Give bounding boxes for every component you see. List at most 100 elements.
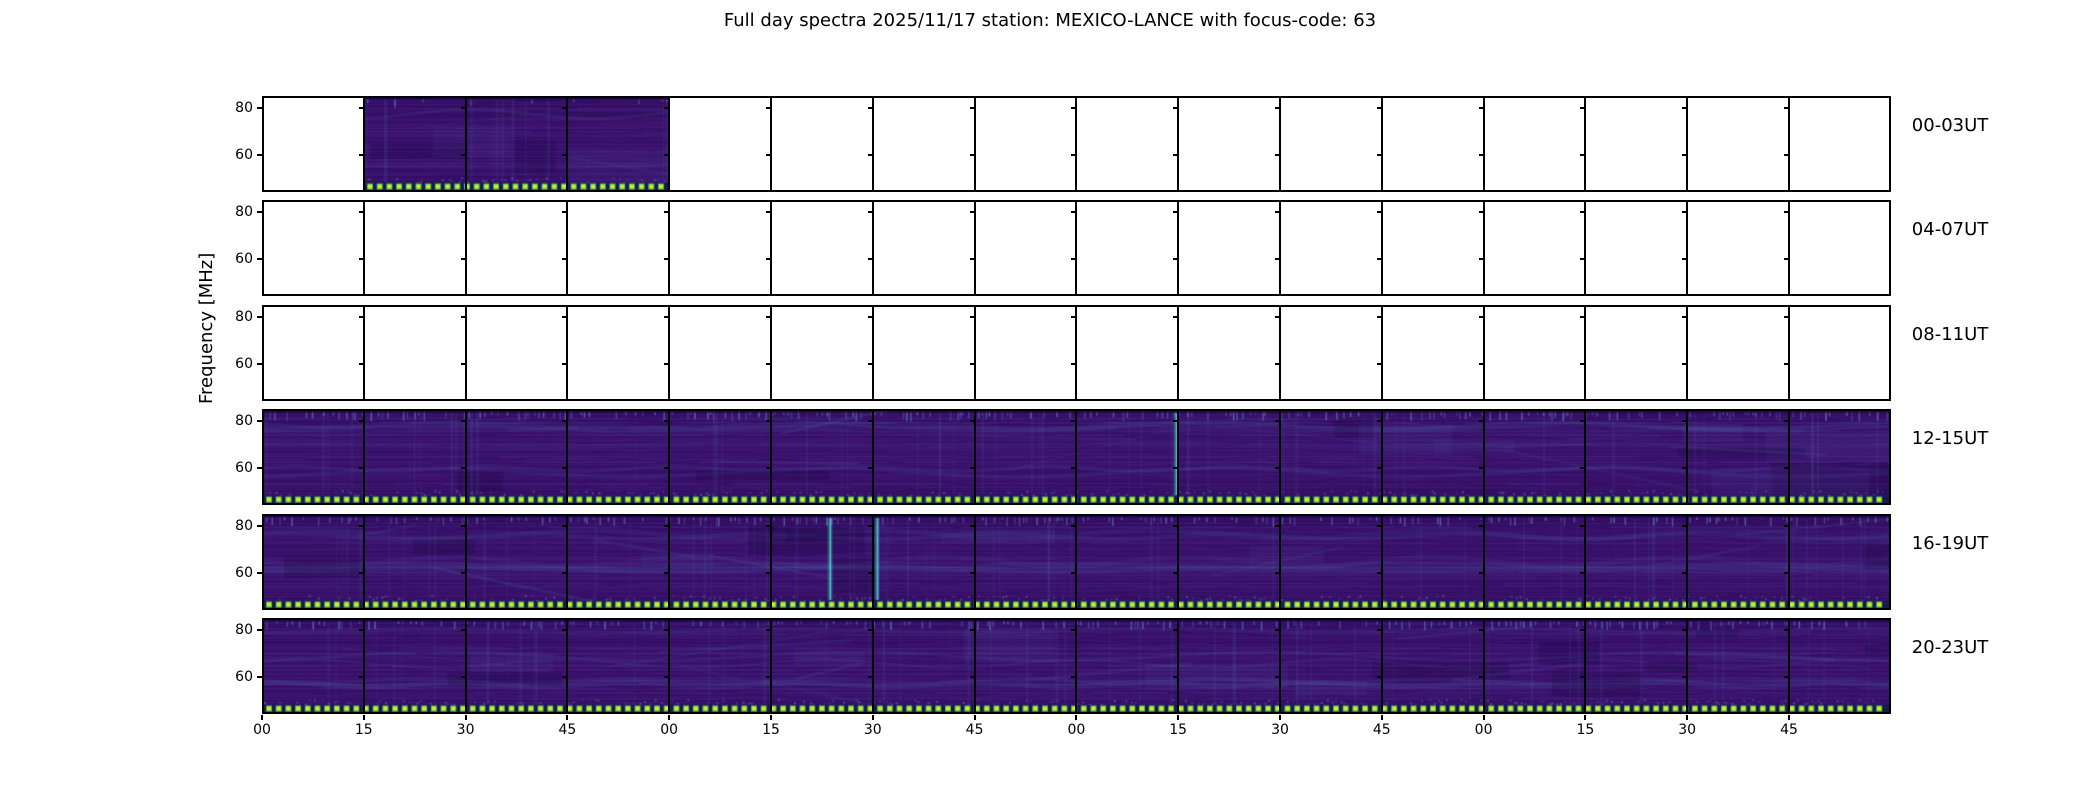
x-tick xyxy=(1584,715,1587,720)
y-tick xyxy=(358,107,364,109)
x-tick xyxy=(1380,715,1383,720)
y-tick xyxy=(664,676,670,678)
x-tick-label: 15 xyxy=(762,722,780,738)
y-tick xyxy=(1784,676,1789,678)
y-tick xyxy=(1478,211,1484,214)
row-label: 16-19UT xyxy=(1911,532,1989,554)
column-divider xyxy=(1788,410,1790,505)
y-tick xyxy=(1071,154,1077,156)
y-tick xyxy=(1580,258,1586,261)
y-tick xyxy=(1173,258,1179,261)
column-divider xyxy=(1788,201,1790,296)
column-divider xyxy=(1075,97,1078,191)
x-tick-inner xyxy=(871,411,874,420)
x-tick-inner xyxy=(973,515,976,524)
y-tick-label: 60 xyxy=(235,669,253,685)
y-tick xyxy=(766,315,771,318)
x-tick xyxy=(464,715,467,720)
y-tick xyxy=(1784,524,1789,527)
x-tick-inner xyxy=(1482,98,1485,106)
y-tick xyxy=(358,676,364,678)
y-tick xyxy=(257,524,262,527)
row-label: 08-11UT xyxy=(1911,323,1989,345)
y-tick xyxy=(766,467,771,470)
y-tick-label: 80 xyxy=(235,308,253,325)
y-tick xyxy=(1478,315,1484,318)
row-label: 00-03UT xyxy=(1911,115,1989,136)
column-divider xyxy=(566,201,569,296)
x-tick-inner xyxy=(1279,411,1281,420)
x-tick-inner xyxy=(973,202,976,211)
x-tick-label: 30 xyxy=(1678,722,1697,738)
y-tick xyxy=(1071,629,1077,631)
y-tick xyxy=(969,211,975,214)
y-tick xyxy=(867,629,873,631)
y-tick xyxy=(562,629,568,631)
y-tick-label: 80 xyxy=(235,622,253,638)
x-tick-inner xyxy=(973,98,976,106)
y-tick xyxy=(1580,362,1586,365)
x-tick-inner xyxy=(1177,411,1180,420)
y-tick xyxy=(1275,467,1280,470)
y-tick xyxy=(562,315,568,318)
column-divider xyxy=(1482,201,1485,296)
y-tick xyxy=(358,524,364,527)
column-divider xyxy=(770,619,772,713)
x-tick xyxy=(770,715,772,720)
column-divider xyxy=(1380,97,1383,191)
x-tick-inner xyxy=(464,620,467,628)
x-tick-label: 15 xyxy=(1576,722,1595,738)
y-tick xyxy=(1376,107,1382,109)
y-tick xyxy=(664,258,670,261)
column-divider xyxy=(362,305,365,400)
y-tick-label: 80 xyxy=(235,517,253,534)
y-tick xyxy=(1376,676,1382,678)
y-tick xyxy=(1071,362,1077,365)
y-tick xyxy=(257,362,262,365)
x-tick xyxy=(871,715,874,720)
column-divider xyxy=(1788,305,1790,400)
y-tick xyxy=(1071,676,1077,678)
x-tick-inner xyxy=(1584,98,1587,106)
y-tick xyxy=(1682,107,1688,109)
y-tick xyxy=(1784,362,1789,365)
x-tick-inner xyxy=(566,98,569,106)
x-tick xyxy=(362,715,365,720)
y-tick xyxy=(562,467,568,470)
x-tick xyxy=(566,715,569,720)
y-tick xyxy=(1784,315,1789,318)
x-tick-label: 15 xyxy=(1169,722,1188,738)
x-tick-inner xyxy=(566,411,569,420)
column-divider xyxy=(1482,514,1485,609)
y-tick xyxy=(358,211,364,214)
x-tick xyxy=(1279,715,1281,720)
column-divider xyxy=(1380,619,1383,713)
y-tick xyxy=(1376,524,1382,527)
y-tick xyxy=(257,420,262,423)
x-tick-inner xyxy=(770,515,772,524)
x-tick-inner xyxy=(1075,411,1078,420)
x-tick-inner xyxy=(362,306,365,315)
column-divider xyxy=(1075,619,1078,713)
column-divider xyxy=(1075,514,1078,609)
y-tick xyxy=(1580,524,1586,527)
x-tick-inner xyxy=(668,306,671,315)
y-tick xyxy=(1784,258,1789,261)
x-tick-label: 45 xyxy=(965,722,984,738)
x-tick-label: 45 xyxy=(558,722,577,738)
column-divider xyxy=(1788,514,1790,609)
y-tick xyxy=(1173,467,1179,470)
column-divider xyxy=(1075,305,1078,400)
y-tick xyxy=(460,211,466,214)
y-tick xyxy=(1478,676,1484,678)
y-tick xyxy=(1580,154,1586,156)
y-tick-label: 80 xyxy=(235,204,253,221)
y-tick xyxy=(1478,524,1484,527)
column-divider xyxy=(362,619,365,713)
y-tick xyxy=(358,571,364,574)
column-divider xyxy=(973,97,976,191)
column-divider xyxy=(1482,305,1485,400)
column-divider xyxy=(566,619,569,713)
x-tick-inner xyxy=(1788,98,1790,106)
x-tick-inner xyxy=(1482,515,1485,524)
